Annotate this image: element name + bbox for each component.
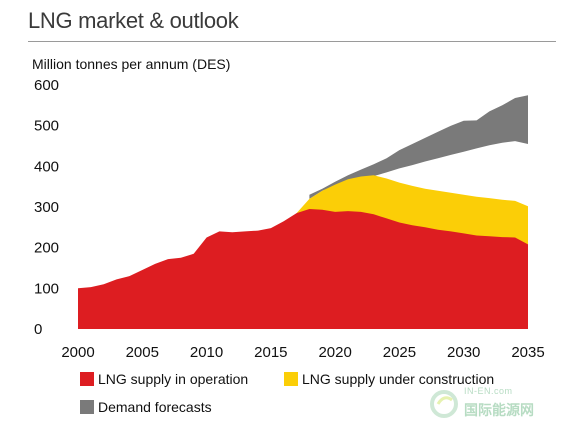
watermark-logo-icon — [430, 390, 458, 418]
title-divider — [28, 41, 556, 42]
watermark: IN-EN.com 国际能源网 — [428, 384, 563, 424]
legend-swatch-construction — [284, 372, 298, 386]
legend-item-demand: Demand forecasts — [80, 399, 212, 415]
legend-item-construction: LNG supply under construction — [284, 371, 494, 387]
watermark-domain: IN-EN.com — [464, 386, 513, 396]
legend-item-operation: LNG supply in operation — [80, 371, 248, 387]
demand-forecast-band — [309, 95, 528, 199]
operation-supply-area-shape — [78, 209, 528, 329]
y-tick-label: 400 — [34, 158, 59, 175]
x-tick-label: 2030 — [447, 344, 480, 361]
y-tick-label: 200 — [34, 240, 59, 257]
legend-label-operation: LNG supply in operation — [98, 371, 249, 387]
x-tick-labels: 2000 2005 2010 2015 2020 2025 2030 2035 — [61, 344, 544, 361]
y-tick-label: 100 — [34, 280, 59, 297]
watermark-name: 国际能源网 — [464, 402, 534, 418]
chart-title: LNG market & outlook — [28, 8, 239, 33]
legend-label-construction: LNG supply under construction — [302, 371, 495, 387]
operation-supply-area — [78, 209, 528, 329]
x-tick-label: 2025 — [383, 344, 416, 361]
x-tick-label: 2005 — [126, 344, 159, 361]
y-tick-label: 600 — [34, 77, 59, 94]
legend-label-demand: Demand forecasts — [98, 399, 212, 415]
legend-swatch-operation — [80, 372, 94, 386]
y-tick-labels: 0 100 200 300 400 500 600 — [34, 77, 59, 338]
x-tick-label: 2000 — [61, 344, 94, 361]
y-axis-label: Million tonnes per annum (DES) — [32, 56, 231, 72]
y-tick-label: 300 — [34, 199, 59, 216]
y-tick-label: 0 — [34, 321, 42, 338]
x-tick-label: 2010 — [190, 344, 223, 361]
x-tick-label: 2020 — [318, 344, 351, 361]
legend-swatch-demand — [80, 400, 94, 414]
y-tick-label: 500 — [34, 118, 59, 135]
demand-forecast-band-shape — [309, 95, 528, 199]
x-tick-label: 2035 — [511, 344, 544, 361]
x-tick-label: 2015 — [254, 344, 287, 361]
